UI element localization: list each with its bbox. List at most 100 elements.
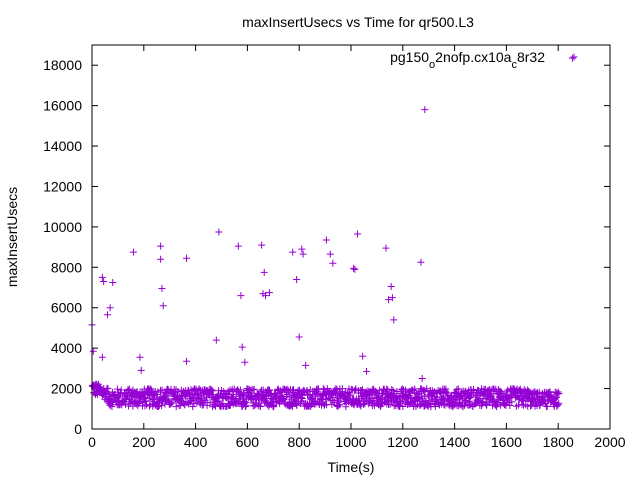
data-point-outlier (157, 255, 165, 263)
data-point-outlier (417, 258, 425, 266)
x-tick-label: 600 (236, 434, 260, 450)
data-point (453, 386, 461, 394)
data-point-outlier (353, 230, 361, 238)
y-tick-label: 0 (74, 421, 82, 437)
data-point (269, 402, 277, 410)
data-point (140, 393, 148, 401)
data-point-outlier (104, 311, 112, 319)
data-point (551, 395, 559, 403)
data-point (242, 399, 250, 407)
chart-title: maxInsertUsecs vs Time for qr500.L3 (242, 14, 474, 30)
data-point-outlier (390, 316, 398, 324)
legend-marker (570, 53, 578, 61)
data-point-outlier (382, 244, 390, 252)
data-point (506, 401, 514, 409)
data-point (503, 388, 511, 396)
data-point-outlier (385, 296, 393, 304)
data-point (450, 401, 458, 409)
data-point-outlier (212, 336, 220, 344)
data-point (195, 385, 203, 393)
x-tick-label: 1800 (543, 434, 574, 450)
legend-plus-icon (570, 53, 578, 61)
data-point (177, 392, 185, 400)
data-point (500, 400, 508, 408)
data-point (250, 386, 258, 394)
data-point (388, 386, 396, 394)
data-point (164, 392, 172, 400)
y-tick-label: 6000 (51, 300, 82, 316)
data-point (241, 402, 249, 410)
data-point (104, 385, 112, 393)
y-axis-label: maxInsertUsecs (4, 187, 20, 287)
data-point-outlier (322, 236, 330, 244)
data-point (130, 393, 138, 401)
data-point (208, 387, 216, 395)
data-point (256, 403, 264, 411)
data-point (435, 388, 443, 396)
data-point-outlier (109, 278, 117, 286)
x-tick-label: 0 (88, 434, 96, 450)
data-point (474, 396, 482, 404)
plot-frame (91, 44, 611, 430)
data-point (332, 391, 340, 399)
data-point-outlier (98, 273, 106, 281)
data-point-outlier (326, 250, 334, 258)
data-point-outlier (183, 254, 191, 262)
data-point-outlier (234, 242, 242, 250)
data-point-outlier (387, 283, 395, 291)
data-point-outlier (238, 343, 246, 351)
data-point (406, 391, 414, 399)
data-point (420, 392, 428, 400)
data-point (423, 385, 431, 393)
data-point (355, 397, 363, 405)
data-point (297, 394, 305, 402)
data-point-outlier (289, 248, 297, 256)
data-point (187, 398, 195, 406)
data-point-outlier (299, 250, 307, 258)
data-point-outlier (183, 357, 191, 365)
data-point (146, 385, 154, 393)
data-point-outlier (89, 347, 97, 355)
data-point-outlier (137, 366, 145, 374)
data-point-outlier (129, 248, 137, 256)
y-tick-label: 16000 (43, 98, 82, 114)
data-point-outlier (329, 259, 337, 267)
data-point (206, 399, 214, 407)
data-point (508, 398, 516, 406)
data-point (258, 391, 266, 399)
data-point (469, 385, 477, 393)
data-point-outlier (159, 302, 167, 310)
x-tick-label: 1000 (335, 434, 366, 450)
data-point (554, 388, 562, 396)
x-tick-label: 1600 (491, 434, 522, 450)
data-point (189, 403, 197, 411)
data-point-outlier (421, 106, 429, 114)
data-point-outlier (293, 275, 301, 283)
x-tick-label: 1400 (439, 434, 470, 450)
x-axis-label: Time(s) (328, 459, 375, 475)
data-point (199, 401, 207, 409)
data-point (125, 385, 133, 393)
data-point (155, 402, 163, 410)
data-point (172, 403, 180, 411)
legend-label: pg150o2nofp.cx10ac8r32 (390, 49, 545, 71)
data-point-outlier (265, 289, 273, 297)
data-point (504, 386, 512, 394)
data-point (241, 391, 249, 399)
data-point (142, 397, 150, 405)
data-point (266, 386, 274, 394)
data-point (336, 401, 344, 409)
data-point (150, 398, 158, 406)
data-point (454, 385, 462, 393)
data-point-outlier (363, 367, 371, 375)
data-point-outlier (258, 241, 266, 249)
axis-ticks: 0 200 400 600 800 1000 1200 1400 1600 1800 2000 0 20… (43, 45, 626, 450)
data-point-outlier (106, 304, 114, 312)
x-tick-label: 400 (184, 434, 208, 450)
data-point (398, 385, 406, 393)
data-point (168, 399, 176, 407)
data-point (288, 402, 296, 410)
data-point (271, 390, 279, 398)
x-tick-label: 2000 (594, 434, 625, 450)
